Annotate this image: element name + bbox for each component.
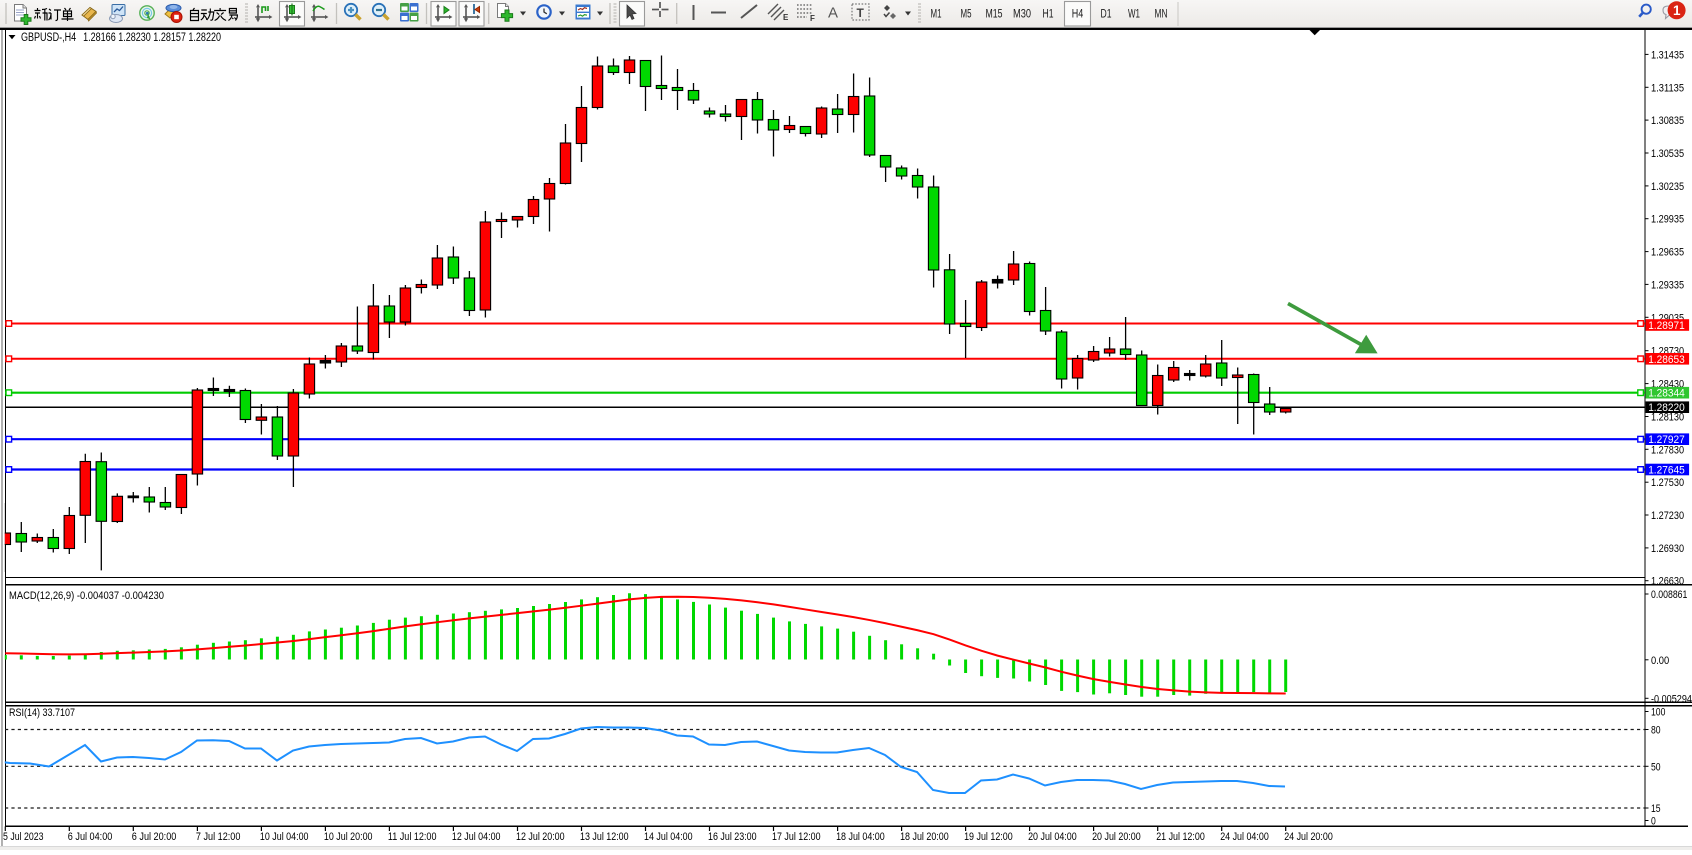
svg-text:24 Jul 20:00: 24 Jul 20:00 [1284,831,1333,843]
svg-text:M30: M30 [1013,9,1031,21]
svg-text:11 Jul 12:00: 11 Jul 12:00 [388,831,437,843]
svg-text:12 Jul 04:00: 12 Jul 04:00 [452,831,501,843]
svg-text:H1: H1 [1043,9,1054,21]
svg-text:M5: M5 [961,9,972,21]
svg-text:1.27927: 1.27927 [1648,434,1685,446]
svg-text:1.30835: 1.30835 [1651,115,1684,127]
svg-text:21 Jul 12:00: 21 Jul 12:00 [1156,831,1205,843]
svg-text:1.28344: 1.28344 [1648,388,1685,400]
svg-text:F: F [810,14,815,23]
svg-text:0: 0 [1651,816,1656,828]
svg-text:100: 100 [1651,707,1665,719]
svg-text:0.008861: 0.008861 [1651,589,1687,601]
svg-text:1.27230: 1.27230 [1651,510,1684,522]
svg-text:13 Jul 12:00: 13 Jul 12:00 [580,831,629,843]
svg-text:18 Jul 20:00: 18 Jul 20:00 [900,831,949,843]
svg-text:7 Jul 12:00: 7 Jul 12:00 [196,831,241,843]
svg-text:24 Jul 04:00: 24 Jul 04:00 [1220,831,1269,843]
svg-text:20 Jul 04:00: 20 Jul 04:00 [1028,831,1077,843]
svg-text:1.27530: 1.27530 [1651,477,1684,489]
svg-text:1.31135: 1.31135 [1651,82,1684,94]
svg-text:10 Jul 04:00: 10 Jul 04:00 [260,831,309,843]
svg-text:MACD(12,26,9) -0.004037 -0.004: MACD(12,26,9) -0.004037 -0.004230 [9,590,164,602]
svg-text:1.28130: 1.28130 [1651,412,1684,424]
svg-text:10 Jul 20:00: 10 Jul 20:00 [324,831,373,843]
svg-text:1.28220: 1.28220 [1648,402,1685,414]
svg-text:W1: W1 [1128,9,1140,21]
svg-text:-0.005294: -0.005294 [1651,693,1692,705]
svg-text:20 Jul 20:00: 20 Jul 20:00 [1092,831,1141,843]
svg-text:1.29635: 1.29635 [1651,247,1684,259]
svg-text:1.26930: 1.26930 [1651,543,1684,555]
svg-text:6 Jul 04:00: 6 Jul 04:00 [68,831,113,843]
svg-text:1.27645: 1.27645 [1648,465,1685,477]
svg-text:GBPUSD-,H4 1.28166 1.28230 1.: GBPUSD-,H4 1.28166 1.28230 1.28157 1.282… [21,32,221,44]
svg-text:16 Jul 23:00: 16 Jul 23:00 [708,831,757,843]
svg-text:A: A [828,5,838,22]
svg-text:17 Jul 12:00: 17 Jul 12:00 [772,831,821,843]
svg-text:1.28971: 1.28971 [1648,320,1685,332]
svg-text:D1: D1 [1101,9,1112,21]
svg-text:M1: M1 [931,9,942,21]
svg-text:0.00: 0.00 [1651,655,1669,667]
svg-text:1: 1 [1673,3,1681,18]
svg-text:5 Jul 2023: 5 Jul 2023 [3,831,44,843]
svg-text:RSI(14) 33.7107: RSI(14) 33.7107 [9,707,75,719]
svg-text:T: T [857,6,865,20]
svg-text:12 Jul 20:00: 12 Jul 20:00 [516,831,565,843]
svg-text:1.31435: 1.31435 [1651,49,1684,61]
svg-text:1.29935: 1.29935 [1651,214,1684,226]
svg-text:1.26630: 1.26630 [1651,576,1684,588]
svg-text:M15: M15 [986,9,1003,21]
svg-text:1.29335: 1.29335 [1651,279,1684,291]
svg-text:H4: H4 [1072,9,1084,21]
svg-text:1.30235: 1.30235 [1651,181,1684,193]
svg-text:18 Jul 04:00: 18 Jul 04:00 [836,831,885,843]
svg-text:14 Jul 04:00: 14 Jul 04:00 [644,831,693,843]
svg-text:50: 50 [1651,761,1661,773]
svg-text:MN: MN [1155,9,1168,21]
svg-text:15: 15 [1651,803,1661,815]
svg-text:1.28653: 1.28653 [1648,354,1685,366]
svg-text:E: E [783,13,789,22]
svg-text:6 Jul 20:00: 6 Jul 20:00 [132,831,177,843]
svg-text:19 Jul 12:00: 19 Jul 12:00 [964,831,1013,843]
svg-text:1.27830: 1.27830 [1651,444,1684,456]
svg-text:80: 80 [1651,725,1661,737]
svg-text:1.30535: 1.30535 [1651,148,1684,160]
